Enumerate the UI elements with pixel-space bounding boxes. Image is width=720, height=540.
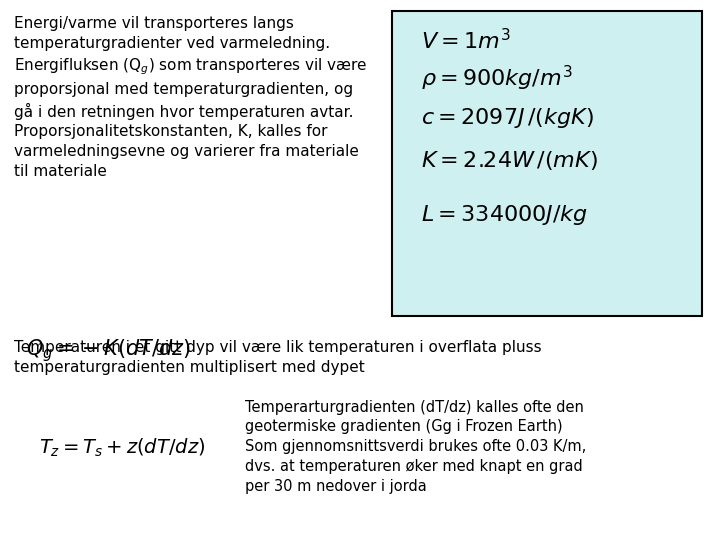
Text: $c = 2097J\,/(kgK)$: $c = 2097J\,/(kgK)$ — [421, 106, 594, 130]
Text: $L = 334000J / kg$: $L = 334000J / kg$ — [421, 203, 588, 227]
Text: Temperaturen i et gitt dyp vil være lik temperaturen i overflata pluss
temperatu: Temperaturen i et gitt dyp vil være lik … — [14, 340, 542, 375]
Text: Temperarturgradienten (dT/dz) kalles ofte den
geotermiske gradienten (Gg i Froze: Temperarturgradienten (dT/dz) kalles oft… — [245, 400, 586, 494]
FancyBboxPatch shape — [392, 11, 702, 316]
Text: $Q_g = -K(dT/dz)$: $Q_g = -K(dT/dz)$ — [25, 338, 191, 364]
Text: Energi/varme vil transporteres langs
temperaturgradienter ved varmeledning.
Ener: Energi/varme vil transporteres langs tem… — [14, 16, 368, 179]
Text: $T_z = T_s + z(dT/dz)$: $T_z = T_s + z(dT/dz)$ — [39, 437, 206, 460]
Text: $V = 1m^3$: $V = 1m^3$ — [421, 29, 511, 54]
Text: $K = 2.24W\,/(mK)$: $K = 2.24W\,/(mK)$ — [421, 149, 598, 172]
Text: $\rho = 900kg / m^3$: $\rho = 900kg / m^3$ — [421, 63, 573, 92]
